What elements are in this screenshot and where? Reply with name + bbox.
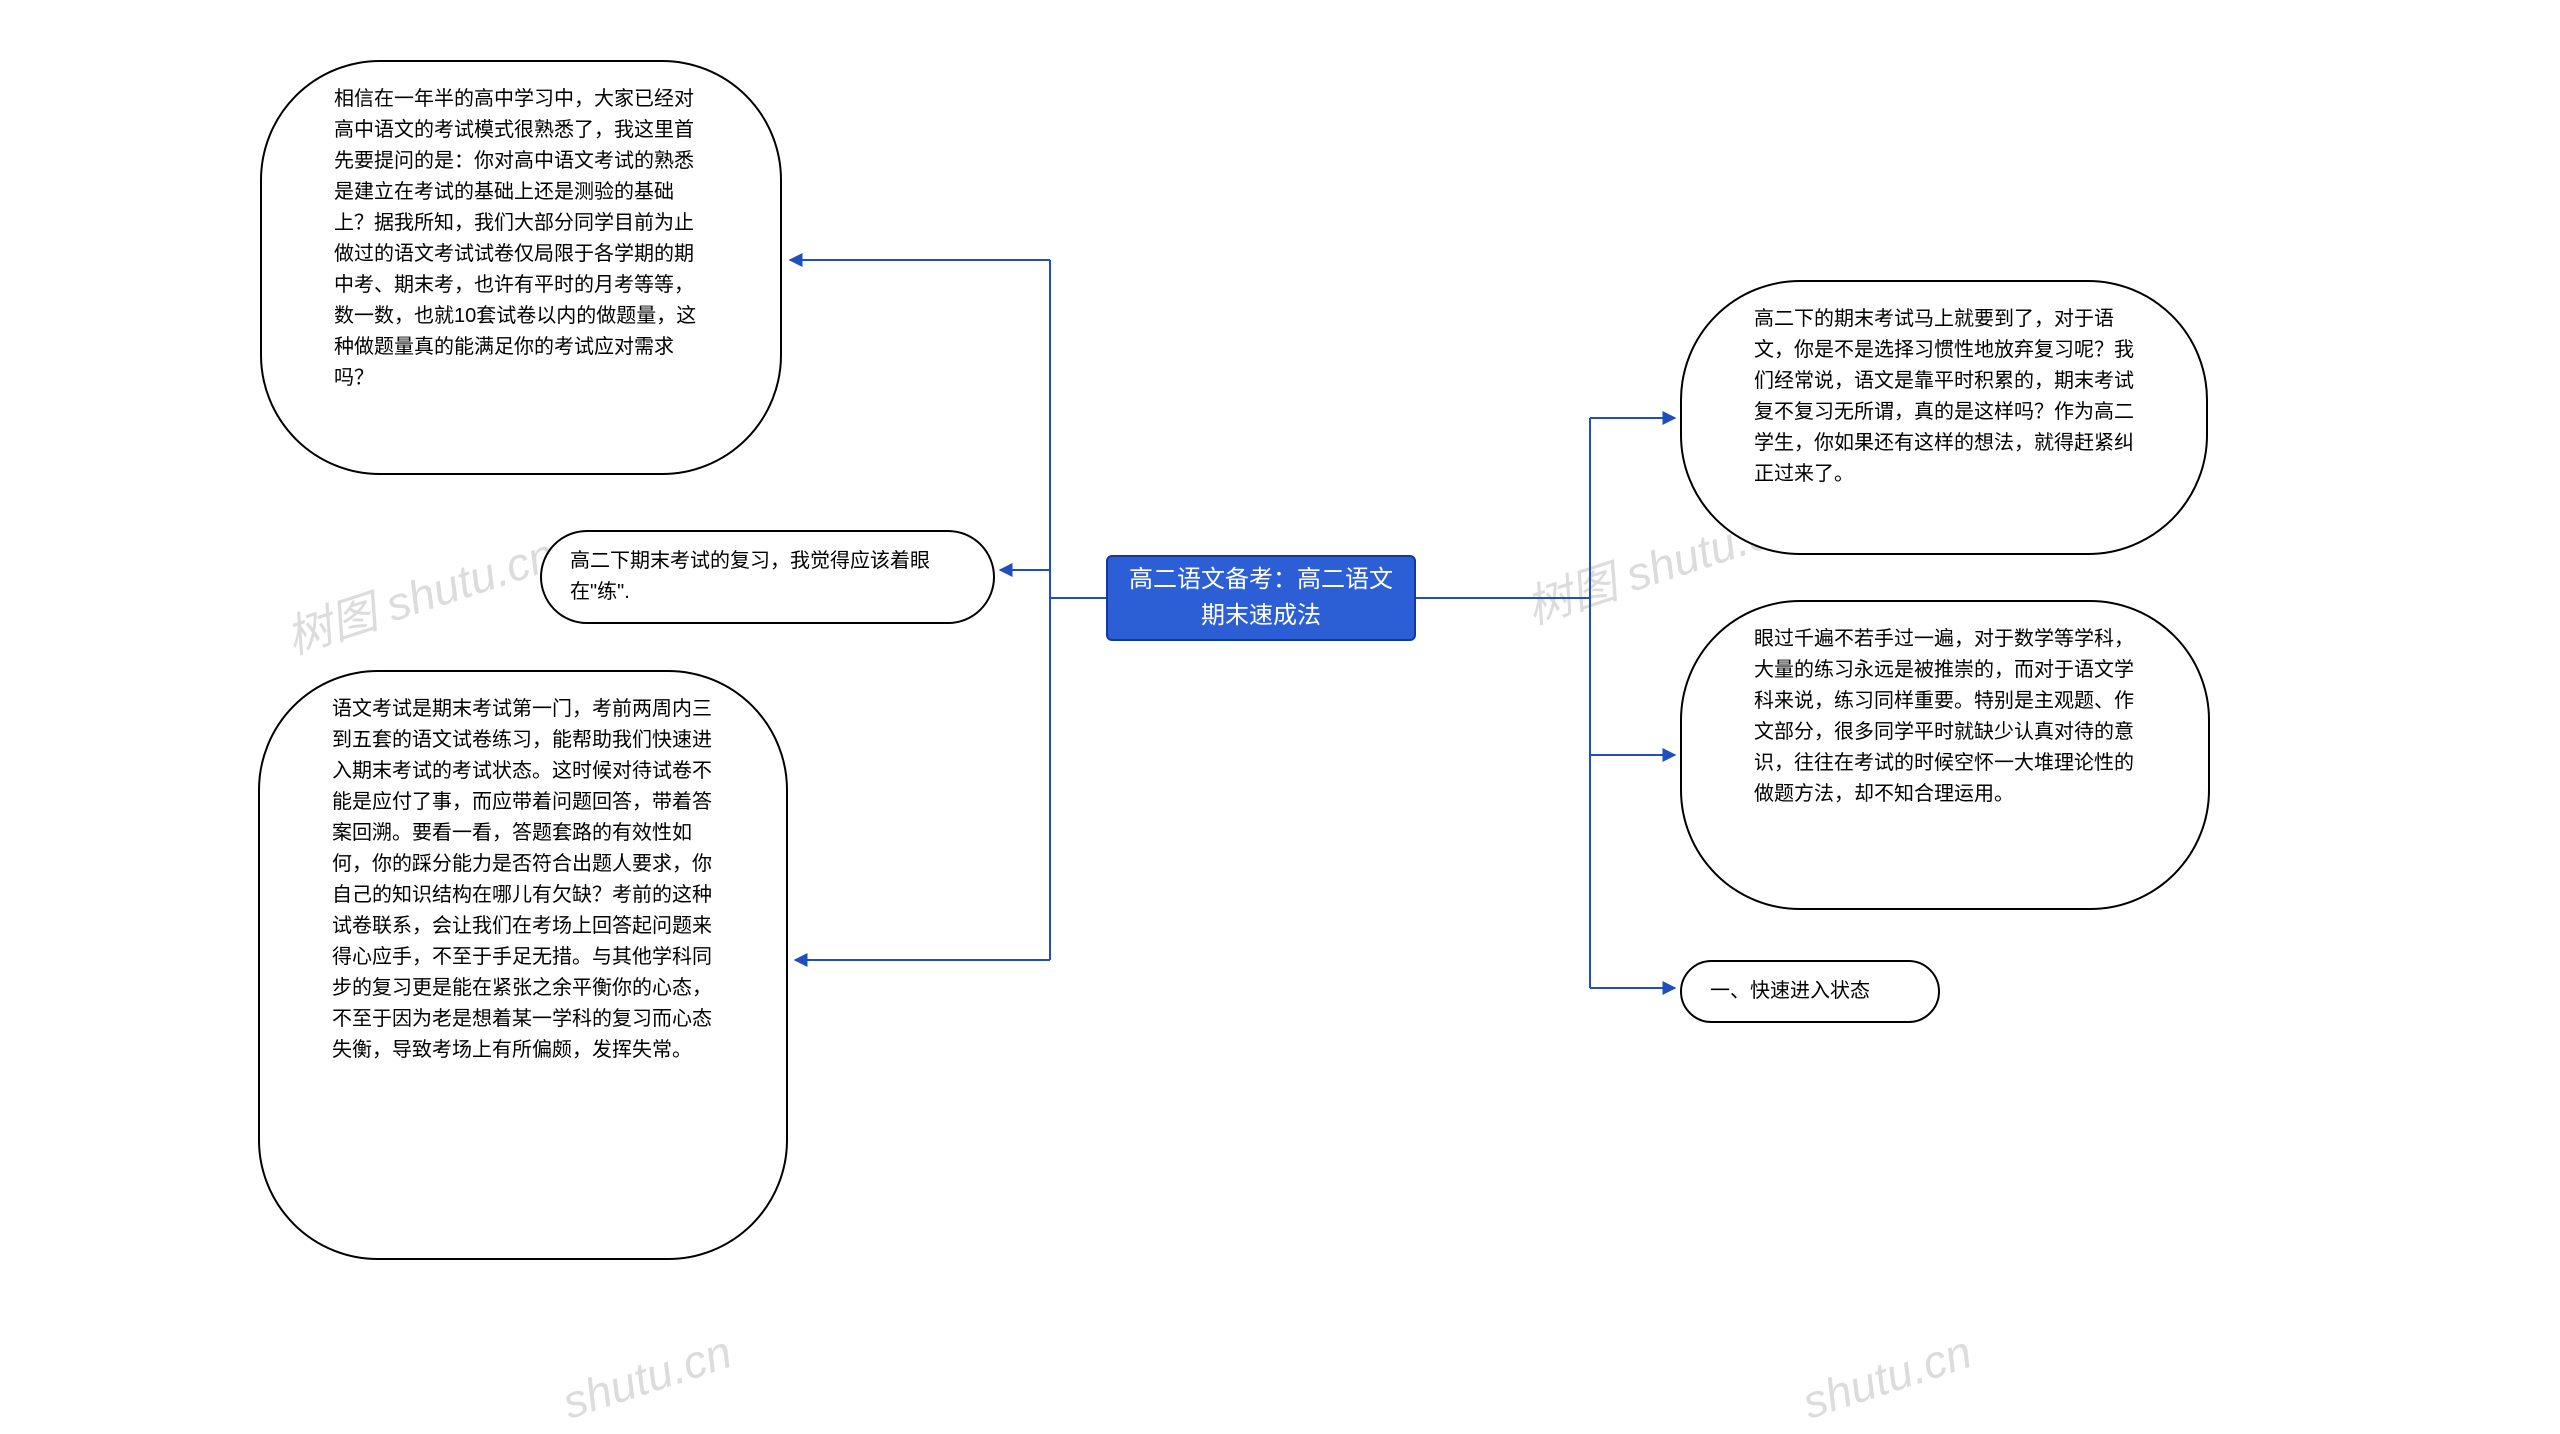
watermark: shutu.cn — [556, 1324, 738, 1429]
mindmap-node-right-1: 高二下的期末考试马上就要到了，对于语文，你是不是选择习惯性地放弃复习呢？我们经常… — [1680, 280, 2208, 555]
mindmap-node-left-1: 相信在一年半的高中学习中，大家已经对高中语文的考试模式很熟悉了，我这里首先要提问… — [260, 60, 782, 475]
mindmap-node-right-2: 眼过千遍不若手过一遍，对于数学等学科，大量的练习永远是被推崇的，而对于语文学科来… — [1680, 600, 2210, 910]
mindmap-node-left-2: 高二下期末考试的复习，我觉得应该着眼在"练". — [540, 530, 995, 624]
mindmap-center-node: 高二语文备考：高二语文期末速成法 — [1106, 555, 1416, 641]
mindmap-node-right-3: 一、快速进入状态 — [1680, 960, 1940, 1023]
watermark: 树图 shutu.cn — [277, 519, 562, 668]
mindmap-node-left-3: 语文考试是期末考试第一门，考前两周内三到五套的语文试卷练习，能帮助我们快速进入期… — [258, 670, 788, 1260]
watermark: shutu.cn — [1796, 1324, 1978, 1429]
